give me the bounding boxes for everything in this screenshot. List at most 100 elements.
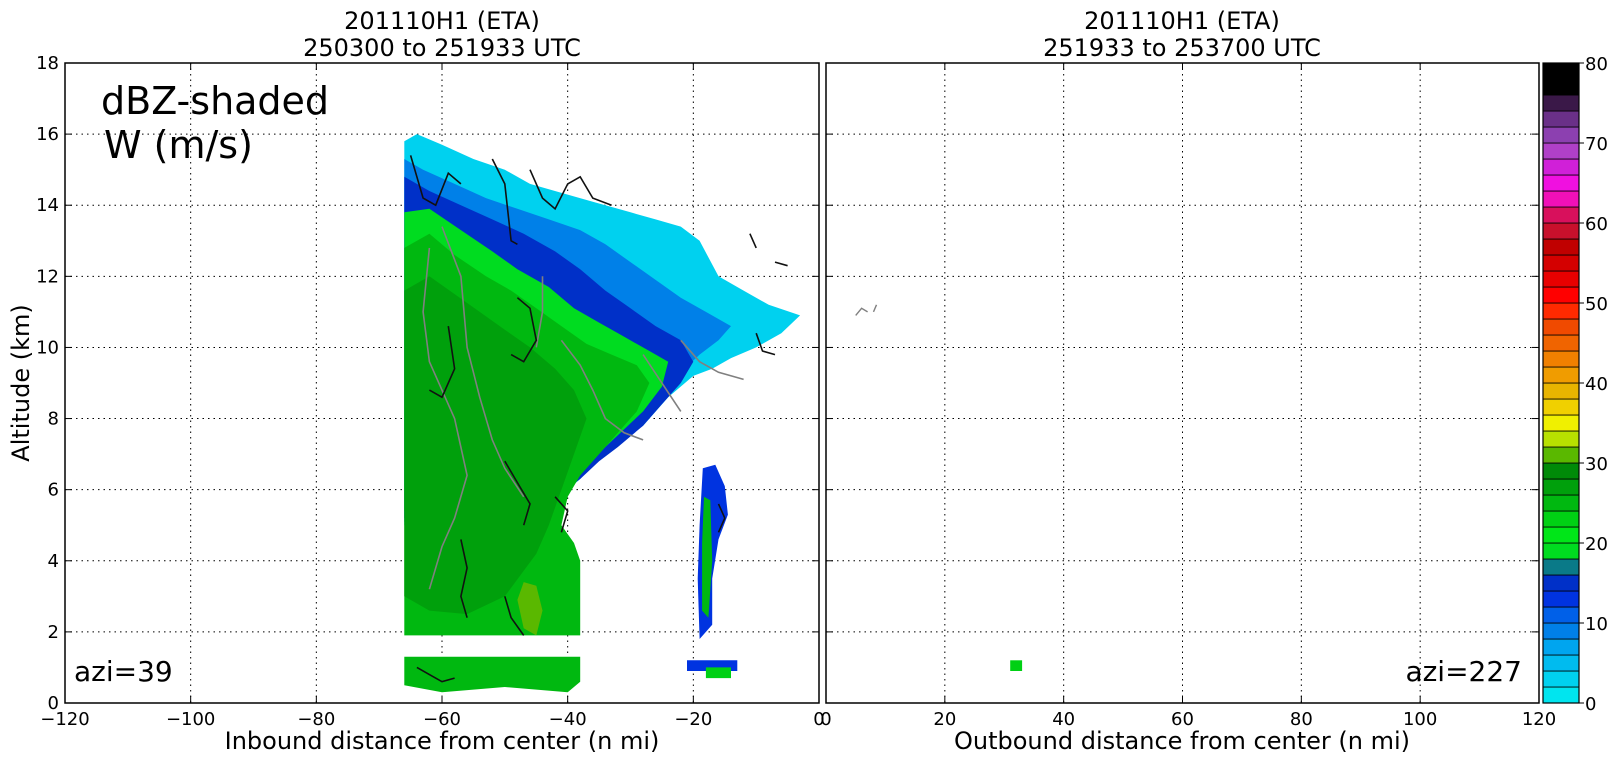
annotation-azi-right: azi=227 [1405,655,1522,688]
left-x-tick-label: 0 [813,709,824,730]
colorbar-tick-label: 0 [1585,694,1596,715]
colorbar-levels [1542,62,1580,704]
velocity-contour-line [504,460,531,526]
colorbar-level [1542,302,1580,320]
left-y-tick-label: 16 [36,124,59,145]
colorbar-level [1542,526,1580,544]
left-ticks: −120 −100 −80 −60 −40 −20 0 0 2 4 6 8 10 12 14 16 18 [36,53,825,730]
left-y-tick-label: 12 [36,266,59,287]
velocity-contour-line [749,233,757,249]
colorbar-level [1542,174,1580,192]
colorbar: 0 10 20 30 40 50 60 70 80 [1542,54,1608,715]
velocity-contour-line [774,261,788,267]
colorbar-level [1542,414,1580,432]
velocity-contour-line [491,158,518,245]
velocity-contour-line [416,666,455,683]
left-y-tick-label: 8 [48,409,59,430]
right-x-tick-label: 80 [1290,709,1313,730]
velocity-contour-line [554,496,569,533]
right-x-tick-label: 60 [1171,709,1194,730]
colorbar-tick-label: 20 [1585,534,1608,555]
left-title: 201110H1 (ETA) [344,7,540,35]
right-x-tick-label: 100 [1403,709,1437,730]
colorbar-level [1542,510,1580,528]
velocity-contour-line [717,503,726,533]
colorbar-level [1542,158,1580,176]
left-y-tick-label: 14 [36,195,59,216]
colorbar-level [1542,574,1580,592]
velocity-contour-line [535,276,544,348]
left-x-tick-label: −80 [297,709,335,730]
colorbar-level [1542,350,1580,368]
colorbar-level [1542,366,1580,384]
left-y-tick-label: 2 [48,622,59,643]
right-grid [826,63,1539,703]
annotation-azi-left: azi=39 [74,655,173,688]
left-reflectivity-region-green [702,496,713,618]
colorbar-tick-label: 60 [1585,214,1608,235]
left-reflectivity-region-green [404,656,581,693]
velocity-contour-line [560,339,644,441]
left-x-tick-label: −40 [549,709,587,730]
velocity-contour-line [409,155,462,207]
right-x-tick-label: 120 [1522,709,1556,730]
colorbar-level [1542,606,1580,624]
colorbar-level [1542,558,1580,576]
right-x-axis-label: Outbound distance from center (n mi) [954,727,1410,755]
colorbar-level [1542,622,1580,640]
colorbar-level [1542,238,1580,256]
velocity-contour-line [460,539,468,618]
colorbar-level [1542,398,1580,416]
colorbar-level [1542,110,1580,128]
colorbar-level [1542,670,1580,688]
left-x-tick-label: −20 [674,709,712,730]
velocity-contour-line [755,332,776,356]
velocity-contour-line [680,339,744,381]
colorbar-level [1542,590,1580,608]
right-reflectivity-region-green [1010,660,1023,671]
annotation-w-ms: W (m/s) [104,123,253,167]
right-x-tick-label: 0 [820,709,831,730]
colorbar-tick-label: 80 [1585,54,1608,75]
colorbar-ticks: 0 10 20 30 40 50 60 70 80 [1579,54,1608,715]
colorbar-level [1542,654,1580,672]
left-y-tick-label: 10 [36,337,59,358]
colorbar-tick-label: 30 [1585,454,1608,475]
colorbar-level [1542,286,1580,304]
colorbar-level [1542,446,1580,464]
colorbar-level [1542,334,1580,352]
colorbar-tick-label: 40 [1585,374,1608,395]
velocity-contour-line [642,354,682,412]
velocity-contour-line [529,169,612,211]
left-velocity-contours [409,155,788,683]
colorbar-level [1542,126,1580,144]
velocity-contour-line [855,307,868,316]
colorbar-level [1542,254,1580,272]
left-y-tick-label: 6 [48,480,59,501]
colorbar-level [1542,222,1580,240]
colorbar-level [1542,142,1580,160]
annotation-dbz-shaded: dBZ-shaded [101,79,329,123]
colorbar-level [1542,462,1580,480]
left-reflectivity-region-green [705,667,731,679]
right-x-tick-label: 20 [933,709,956,730]
left-y-axis-label: Altitude (km) [7,304,35,461]
velocity-contour-line [872,304,878,313]
colorbar-level [1542,542,1580,560]
colorbar-level [1542,430,1580,448]
colorbar-level [1542,318,1580,336]
right-x-tick-label: 40 [1052,709,1075,730]
left-reflectivity-region-olive [517,582,543,636]
right-panel: 0 20 40 60 80 100 120 201110H1 (ETA) 251933 to… [820,7,1556,755]
left-subtitle: 250300 to 251933 UTC [303,34,581,62]
right-ticks: 0 20 40 60 80 100 120 [820,62,1556,730]
velocity-contour-line [429,325,456,399]
right-reflectivity-field [1010,660,1023,671]
colorbar-level [1542,382,1580,400]
velocity-contour-line [504,596,525,636]
colorbar-level [1542,478,1580,496]
colorbar-level [1542,94,1580,112]
left-x-axis-label: Inbound distance from center (n mi) [225,727,660,755]
colorbar-level [1542,494,1580,512]
left-y-tick-label: 4 [48,551,59,572]
